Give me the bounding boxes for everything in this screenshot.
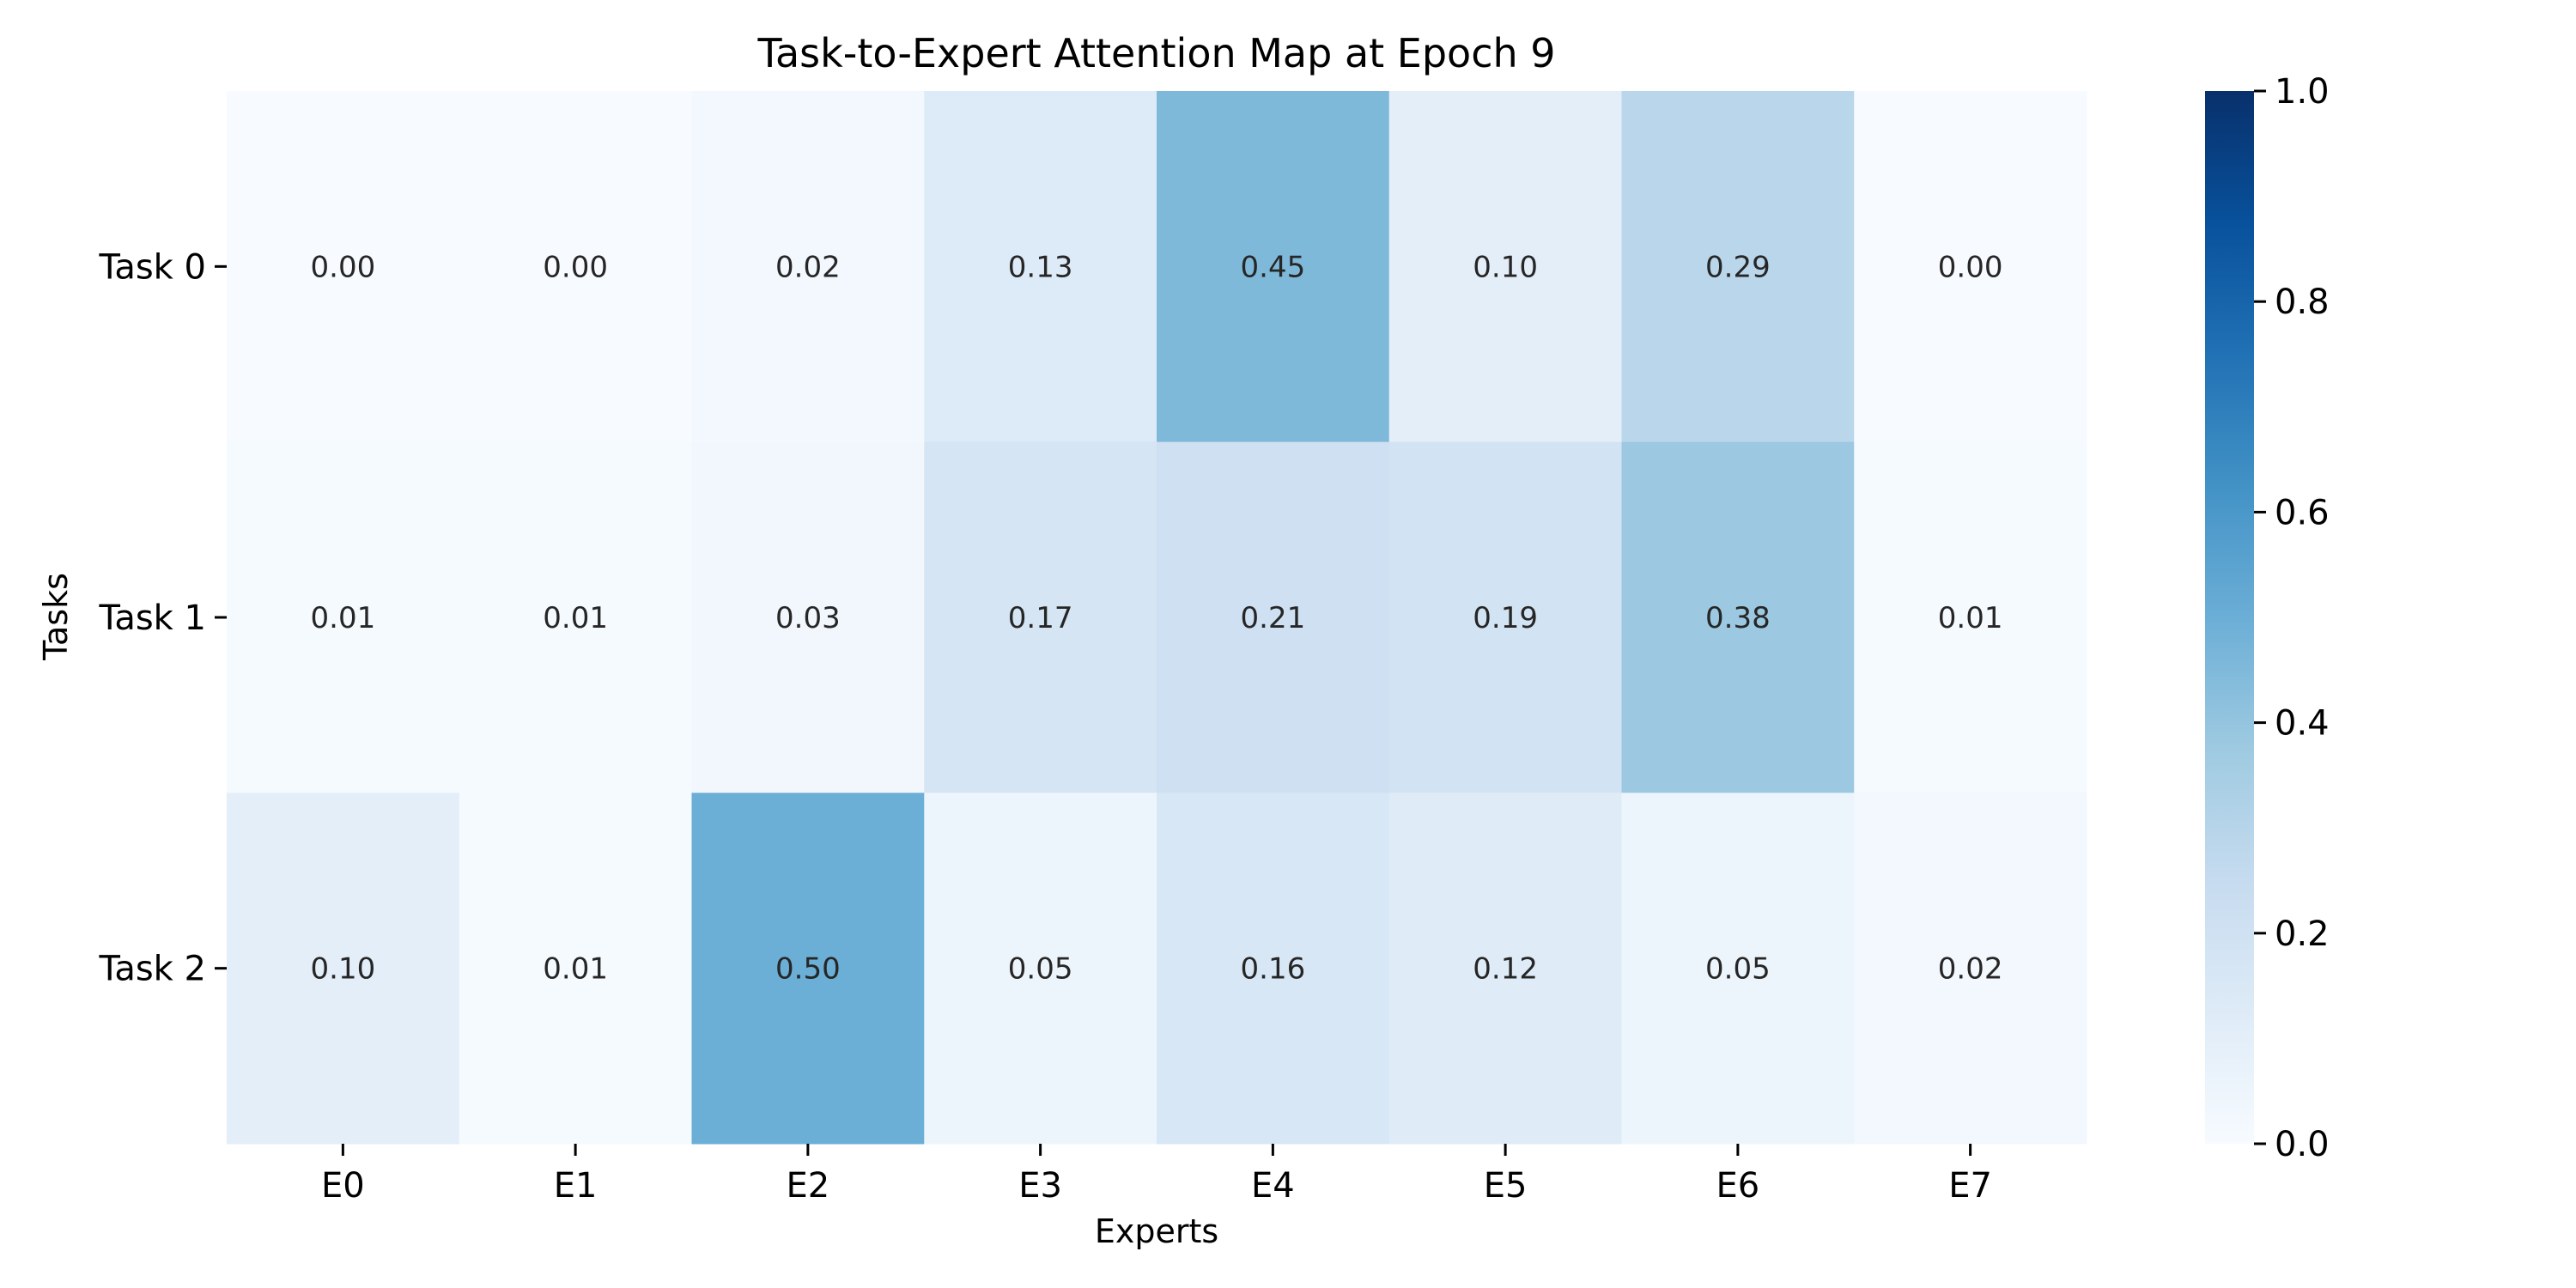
cell-value-label-r2-c2: 0.50 [775, 952, 841, 987]
heatmap-cell-r1-c0 [227, 441, 460, 793]
cell-value-label-r0-c7: 0.00 [1938, 250, 2003, 284]
x-tick-label-E0: E0 [321, 1166, 365, 1206]
y-tick-label-task-1: Task 1 [99, 598, 207, 638]
y-axis-label: Tasks [37, 573, 75, 661]
cell-value-label-r2-c1: 0.01 [543, 952, 608, 987]
heatmap-cell-r2-c2 [691, 793, 925, 1145]
y-axis-ticks: Task 0 Task 1 Task 2 [99, 247, 227, 989]
heatmap-cell-r1-c4 [1157, 441, 1390, 793]
x-tick-label-E7: E7 [1948, 1166, 1992, 1206]
heatmap-cell-r2-c3 [924, 793, 1157, 1145]
colorbar-tick-label-3: 0.6 [2275, 493, 2330, 532]
cell-value-label-r2-c7: 0.02 [1938, 952, 2003, 987]
heatmap-cell-r2-c6 [1621, 793, 1855, 1145]
cell-value-label-r1-c1: 0.01 [543, 601, 608, 635]
chart-title: Task-to-Expert Attention Map at Epoch 9 [756, 30, 1555, 76]
x-tick-label-E6: E6 [1716, 1166, 1760, 1206]
heatmap-cell-r1-c6 [1621, 441, 1855, 793]
heatmap-cell-r1-c1 [459, 441, 692, 793]
heatmap-cell-r1-c3 [924, 441, 1157, 793]
cell-value-label-r0-c2: 0.02 [775, 250, 841, 284]
colorbar-tick-label-4: 0.8 [2275, 283, 2330, 322]
cell-value-label-r0-c1: 0.00 [543, 250, 608, 284]
cell-value-label-r2-c6: 0.05 [1705, 952, 1771, 987]
colorbar-tick-label-5: 1.0 [2275, 72, 2330, 112]
heatmap-cell-r0-c7 [1854, 91, 2087, 443]
heatmap-cell-r0-c6 [1621, 91, 1855, 443]
cell-value-label-r0-c3: 0.13 [1008, 250, 1073, 284]
cell-value-label-r1-c7: 0.01 [1938, 601, 2003, 635]
y-tick-label-task-0: Task 0 [99, 247, 207, 287]
heatmap-cell-r2-c7 [1854, 793, 2087, 1145]
cell-value-label-r1-c3: 0.17 [1008, 601, 1073, 635]
cell-value-label-r1-c2: 0.03 [775, 601, 841, 635]
heatmap-cell-r1-c7 [1854, 441, 2087, 793]
cell-value-label-r0-c6: 0.29 [1705, 250, 1771, 284]
cell-value-label-r2-c0: 0.10 [311, 952, 376, 987]
heatmap-cell-r0-c5 [1388, 91, 1622, 443]
cell-value-label-r1-c6: 0.38 [1705, 601, 1771, 635]
heatmap-cells: 0.00 0.00 0.02 0.13 0.45 0.10 0.29 0.00 0.01 0.01… [227, 91, 2087, 1145]
colorbar-tick-label-0: 0.0 [2275, 1125, 2330, 1164]
cell-value-label-r0-c0: 0.00 [311, 250, 376, 284]
heatmap-cell-r2-c4 [1157, 793, 1390, 1145]
x-tick-label-E3: E3 [1018, 1166, 1062, 1206]
heatmap-cell-r2-c0 [227, 793, 460, 1145]
colorbar-tick-label-1: 0.2 [2275, 914, 2330, 954]
cell-value-label-r0-c5: 0.10 [1473, 250, 1538, 284]
cell-value-label-r2-c4: 0.16 [1241, 952, 1306, 987]
heatmap-cell-r0-c1 [459, 91, 692, 443]
x-axis-ticks: E0 E1 E2 E3 E4 E5 E6 E7 [321, 1144, 1992, 1206]
x-tick-label-E5: E5 [1484, 1166, 1528, 1206]
cell-value-label-r1-c5: 0.19 [1473, 601, 1538, 635]
y-tick-label-task-2: Task 2 [99, 950, 207, 989]
cell-value-label-r1-c0: 0.01 [311, 601, 376, 635]
x-tick-label-E2: E2 [787, 1166, 830, 1206]
cell-value-label-r2-c5: 0.12 [1473, 952, 1538, 987]
heatmap-cell-r2-c5 [1388, 793, 1622, 1145]
colorbar [2205, 91, 2254, 1144]
cell-value-label-r2-c3: 0.05 [1008, 952, 1073, 987]
heatmap-cell-r0-c2 [691, 91, 925, 443]
heatmap-cell-r1-c5 [1388, 441, 1622, 793]
x-axis-label: Experts [1095, 1212, 1218, 1250]
heatmap-cell-r2-c1 [459, 793, 692, 1145]
colorbar-tick-label-2: 0.4 [2275, 704, 2330, 744]
colorbar-ticks: 0.0 0.2 0.4 0.6 0.8 1.0 [2254, 72, 2330, 1164]
heatmap-cell-r1-c2 [691, 441, 925, 793]
heatmap-cell-r0-c4 [1157, 91, 1390, 443]
cell-value-label-r1-c4: 0.21 [1241, 601, 1306, 635]
cell-value-label-r0-c4: 0.45 [1241, 250, 1306, 284]
heatmap-cell-r0-c0 [227, 91, 460, 443]
heatmap-cell-r0-c3 [924, 91, 1157, 443]
x-tick-label-E1: E1 [554, 1166, 598, 1206]
x-tick-label-E4: E4 [1251, 1166, 1295, 1206]
